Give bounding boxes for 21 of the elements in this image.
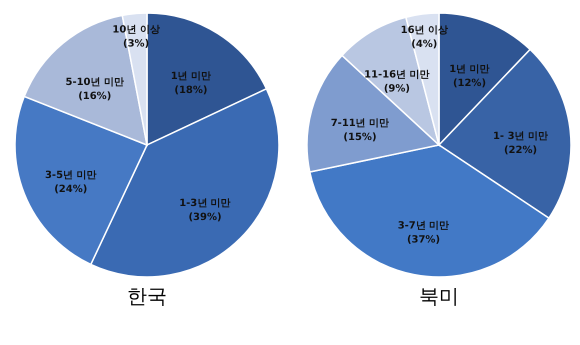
data-label: (37%) <box>406 234 440 246</box>
data-label: (16%) <box>78 90 112 102</box>
data-label: (24%) <box>54 184 88 196</box>
slice-label: 1년 미만 <box>170 70 212 82</box>
data-label: (39%) <box>188 212 222 223</box>
slice-label: 1년 미만 <box>449 64 490 75</box>
slice-label: 3-5년 미만 <box>44 170 97 182</box>
data-label: (18%) <box>174 84 208 96</box>
slice-label: 11-16년 미만 <box>364 70 430 81</box>
data-label: (9%) <box>384 84 410 95</box>
slice-label: 3-7년 미만 <box>398 220 450 232</box>
data-label: (12%) <box>452 78 486 89</box>
data-label: (15%) <box>343 132 377 144</box>
text: 북미 <box>419 284 459 308</box>
data-label: (22%) <box>504 144 538 156</box>
slice-label: 1-3년 미만 <box>179 198 231 209</box>
data-label: (4%) <box>411 38 438 50</box>
slice-label: 7-11년 미만 <box>330 118 390 130</box>
slice-label: 1- 3년 미만 <box>492 130 548 142</box>
slice-label: 5-10년 미만 <box>65 76 124 88</box>
text: 한국 <box>127 284 167 308</box>
